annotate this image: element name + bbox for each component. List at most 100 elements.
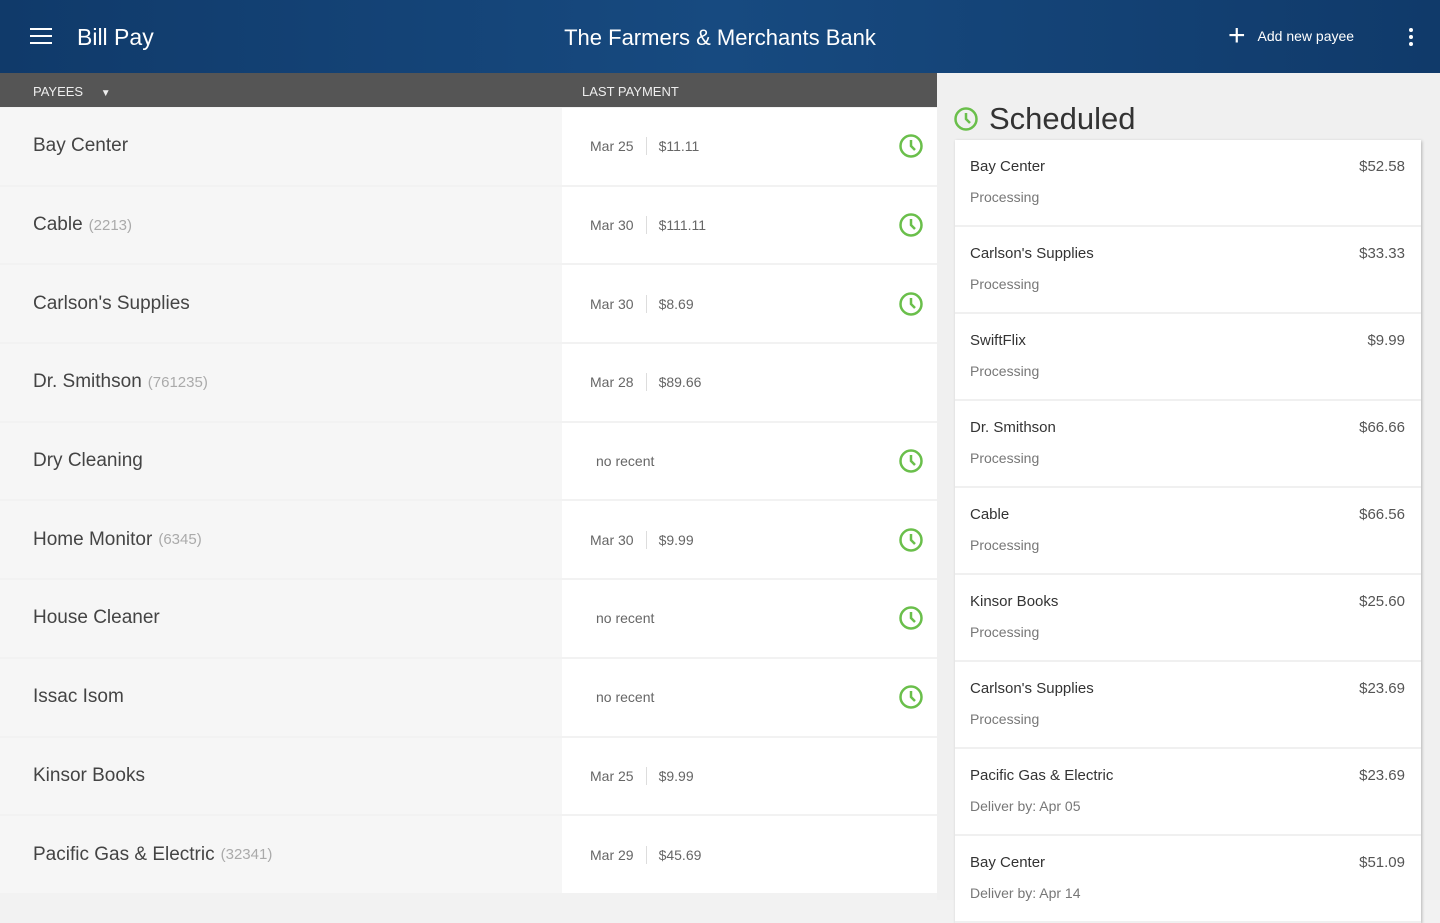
scheduled-payment-card[interactable]: Bay Center $52.58 Processing [955,140,1421,227]
payee-name-cell: Dr. Smithson (761235) [0,344,562,421]
schedule-payment-icon[interactable] [898,291,924,317]
schedule-payment-icon[interactable] [898,527,924,553]
last-payment-cell: Mar 25 $9.99 [562,737,937,815]
payee-row[interactable]: Dr. Smithson (761235) Mar 28 $89.66 [0,344,937,423]
payee-row[interactable]: Pacific Gas & Electric (32341) Mar 29 $45.6… [0,816,937,895]
scheduled-payment-card[interactable]: SwiftFlix $9.99 Processing [955,314,1421,401]
no-recent-label: no recent [596,610,655,627]
scheduled-amount: $66.56 [1359,506,1405,523]
last-payment-cell: Mar 29 $45.69 [562,816,937,893]
schedule-payment-icon[interactable] [898,212,924,238]
payee-name-cell: Kinsor Books [0,737,562,815]
last-payment-cell: Mar 28 $89.66 [562,344,937,421]
payee-row[interactable]: Dry Cleaning no recent [0,422,937,502]
schedule-payment-icon[interactable] [898,133,924,159]
payee-row[interactable]: Cable (2213) Mar 30 $111.11 [0,186,937,266]
more-options-icon[interactable] [1406,28,1416,49]
menu-icon[interactable] [30,28,52,46]
payee-name-cell: Home Monitor (6345) [0,501,562,579]
last-payment-amount: $89.66 [658,374,702,391]
scheduled-list: Bay Center $52.58 Processing Carlson's Supp… [955,140,1421,923]
scheduled-payment-card[interactable]: Carlson's Supplies $33.33 Processing [955,227,1421,314]
payee-name: Dr. Smithson [33,371,142,393]
divider [645,373,647,392]
payee-name-cell: Issac Isom [0,658,562,736]
last-payment-amount: $45.69 [658,846,702,863]
last-payment-date: Mar 30 [590,531,634,548]
last-payment-cell: Mar 25 $11.11 [562,108,937,185]
last-payment-cell: Mar 30 $111.11 [562,186,937,264]
payees-sort-dropdown[interactable]: PAYEES ▼ [33,84,111,99]
scheduled-status: Processing [970,450,1040,466]
payee-name: Bay Center [33,135,129,157]
scheduled-amount: $66.66 [1359,419,1405,436]
column-header: PAYEES ▼ LAST PAYMENT [0,73,937,107]
last-payment-cell: no recent [562,580,937,657]
scheduled-amount: $33.33 [1359,245,1405,262]
payee-account: (2213) [88,216,133,234]
payee-name: Issac Isom [33,686,124,708]
divider [645,766,647,785]
scheduled-payee: Bay Center [970,158,1046,175]
no-recent-label: no recent [596,453,655,470]
schedule-payment-icon[interactable] [898,448,924,474]
scheduled-panel: Scheduled Bay Center $52.58 Processing Carl… [937,73,1440,923]
no-recent-label: no recent [596,689,655,706]
caret-down-icon: ▼ [100,88,111,99]
payee-name-cell: Dry Cleaning [0,422,562,500]
payee-name-cell: Pacific Gas & Electric (32341) [0,816,562,893]
payee-account: (32341) [220,846,273,864]
plus-icon: + [1228,19,1246,52]
payee-row[interactable]: Carlson's Supplies Mar 30 $8.69 [0,265,937,345]
scheduled-amount: $52.58 [1359,158,1405,175]
last-payment-date: Mar 25 [590,138,634,155]
last-payment-date: Mar 28 [590,374,634,391]
app-title: Bill Pay [77,24,154,50]
payee-name: Dry Cleaning [33,450,143,472]
payee-row[interactable]: House Cleaner no recent [0,580,937,659]
scheduled-status: Deliver by: Apr 05 [970,798,1081,814]
scheduled-payee: Pacific Gas & Electric [970,767,1114,784]
scheduled-status: Processing [970,189,1040,205]
divider [645,137,647,156]
payee-name-cell: Cable (2213) [0,186,562,264]
add-payee-button[interactable]: + Add new payee [1228,19,1354,52]
payee-name-cell: Bay Center [0,108,562,185]
schedule-payment-icon[interactable] [898,605,924,631]
scheduled-payment-card[interactable]: Cable $66.56 Processing [955,488,1421,575]
payee-list: Bay Center Mar 25 $11.11 Cable (2213) Mar 30 $… [0,108,937,895]
last-payment-date: Mar 30 [590,217,634,234]
clock-icon [954,107,978,131]
last-payment-amount: $9.99 [658,531,694,548]
scheduled-payment-card[interactable]: Pacific Gas & Electric $23.69 Deliver by: … [955,749,1421,836]
scheduled-payment-card[interactable]: Carlson's Supplies $23.69 Processing [955,662,1421,749]
scheduled-amount: $25.60 [1359,593,1405,610]
scheduled-status: Processing [970,537,1040,553]
divider [645,294,647,313]
scheduled-payment-card[interactable]: Kinsor Books $25.60 Processing [955,575,1421,662]
payee-name: Kinsor Books [33,764,145,786]
divider [645,530,647,549]
schedule-payment-icon[interactable] [898,684,924,710]
payee-account: (761235) [147,373,208,391]
payee-name-cell: House Cleaner [0,580,562,657]
scheduled-payee: Dr. Smithson [970,419,1056,436]
last-payment-date: Mar 30 [590,295,634,312]
scheduled-payment-card[interactable]: Bay Center $51.09 Deliver by: Apr 14 [955,836,1421,923]
payee-row[interactable]: Kinsor Books Mar 25 $9.99 [0,737,937,817]
last-payment-cell: no recent [562,658,937,736]
scheduled-payment-card[interactable]: Dr. Smithson $66.66 Processing [955,401,1421,488]
payee-row[interactable]: Issac Isom no recent [0,658,937,738]
scheduled-status: Processing [970,276,1040,292]
scheduled-status: Processing [970,624,1040,640]
app-bar: Bill Pay The Farmers & Merchants Bank + … [0,0,1440,73]
payee-name: House Cleaner [33,607,160,629]
payee-account: (6345) [158,531,202,549]
scheduled-status: Processing [970,711,1040,727]
payee-row[interactable]: Bay Center Mar 25 $11.11 [0,108,937,187]
divider [645,845,647,864]
payee-name: Home Monitor [33,528,153,550]
last-payment-amount: $111.11 [658,217,707,234]
scheduled-payee: Cable [970,506,1010,523]
payee-row[interactable]: Home Monitor (6345) Mar 30 $9.99 [0,501,937,581]
